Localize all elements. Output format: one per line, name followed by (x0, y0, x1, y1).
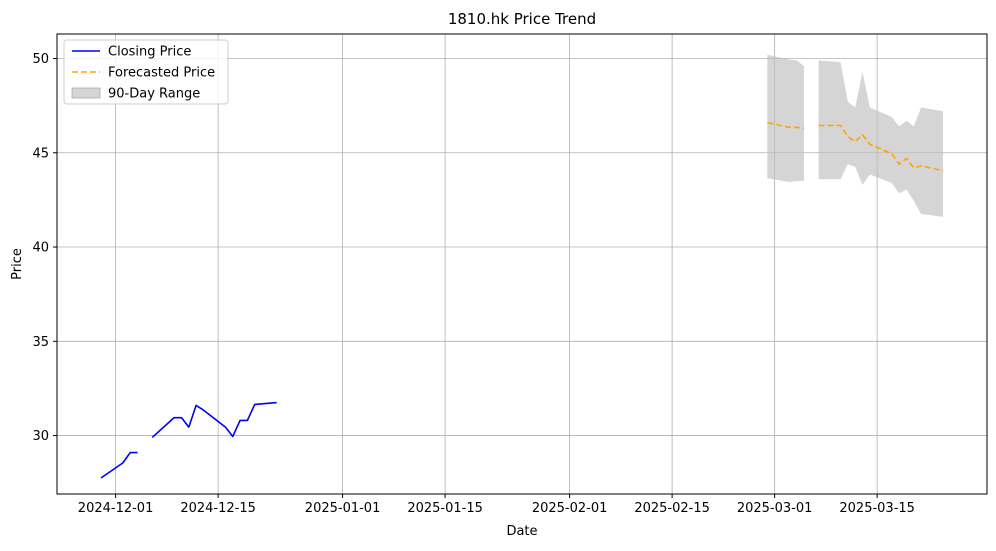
legend: Closing Price Forecasted Price 90-Day Ra… (63, 39, 229, 105)
forecasted-price-line (767, 121, 805, 130)
x-tick-label: 2025-03-15 (839, 501, 915, 516)
range-layer (767, 54, 944, 217)
x-tick-label: 2025-03-01 (737, 501, 813, 516)
x-tick-label: 2025-01-01 (305, 501, 381, 516)
x-tick-label: 2024-12-01 (78, 501, 154, 516)
legend-label-closing-price: Closing Price (108, 45, 191, 60)
x-tick-label: 2024-12-15 (180, 501, 256, 516)
legend-box (63, 39, 229, 105)
y-tick-label: 40 (32, 241, 49, 256)
chart-title: 1810.hk Price Trend (448, 10, 596, 28)
plot-frame (56, 33, 988, 495)
legend-label-forecasted-price: Forecasted Price (108, 66, 215, 81)
legend-swatch-90-day-range (71, 87, 101, 99)
y-tick-label: 50 (32, 52, 49, 67)
tick-layer: 2024-12-01 2024-12-15 2025-01-01 2025-01-15… (32, 52, 914, 516)
forecasted-price-line (818, 124, 944, 172)
closing-price-line (100, 451, 138, 479)
y-tick-label: 45 (32, 146, 49, 161)
series-layer (100, 121, 944, 479)
x-tick-label: 2025-01-15 (407, 501, 483, 516)
x-axis-label: Date (506, 524, 537, 539)
y-tick-label: 35 (32, 335, 49, 350)
x-tick-label: 2025-02-01 (532, 501, 608, 516)
y-axis-label: Price (10, 248, 25, 280)
x-tick-label: 2025-02-15 (634, 501, 710, 516)
y-tick-label: 30 (32, 429, 49, 444)
range-band (767, 54, 804, 182)
range-band (818, 60, 944, 217)
legend-label-90-day-range: 90-Day Range (108, 87, 200, 102)
grid-layer (57, 34, 987, 494)
closing-price-line (151, 401, 277, 439)
